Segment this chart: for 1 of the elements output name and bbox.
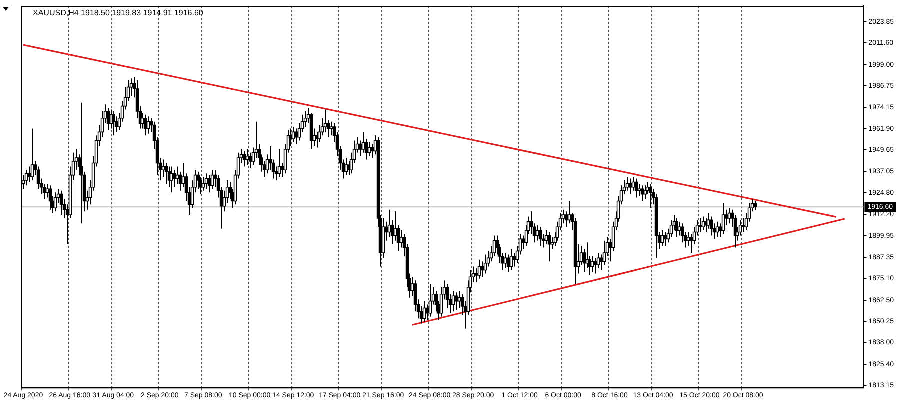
chart-title: XAUUSD,H4 1918.50 1919.83 1914.91 1916.60 <box>33 8 204 18</box>
